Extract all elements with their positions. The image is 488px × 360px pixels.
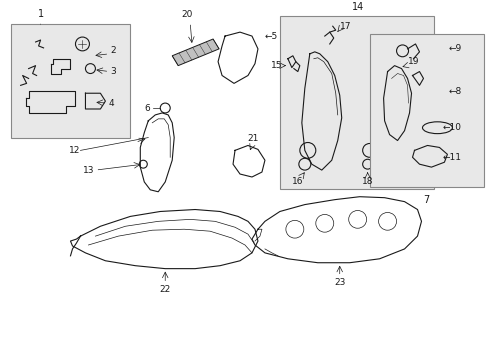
Text: ←10: ←10 <box>442 123 461 132</box>
Bar <box>11 24 130 138</box>
Text: 14: 14 <box>351 3 363 12</box>
Text: ←8: ←8 <box>447 87 461 96</box>
Text: ←5: ←5 <box>264 32 278 41</box>
Polygon shape <box>172 39 219 66</box>
Text: 20: 20 <box>181 10 192 19</box>
Text: 12: 12 <box>68 146 80 155</box>
Text: 22: 22 <box>159 285 170 294</box>
Text: 2: 2 <box>110 46 116 55</box>
Text: 6: 6 <box>144 104 150 113</box>
Text: 3: 3 <box>110 67 116 76</box>
Text: 7: 7 <box>423 195 429 205</box>
Text: 16: 16 <box>291 177 303 186</box>
Text: 17: 17 <box>339 22 350 31</box>
Text: 19: 19 <box>407 57 418 66</box>
Bar <box>369 34 483 187</box>
Text: 1: 1 <box>38 9 43 19</box>
Text: 21: 21 <box>247 134 258 143</box>
Bar <box>279 16 433 189</box>
Text: ←9: ←9 <box>447 44 461 53</box>
Text: 13: 13 <box>82 166 94 175</box>
Text: ←11: ←11 <box>442 153 461 162</box>
Text: 18: 18 <box>361 177 373 186</box>
Bar <box>387 62 399 73</box>
Text: 4: 4 <box>108 99 114 108</box>
Text: 15: 15 <box>271 61 283 70</box>
Text: 23: 23 <box>333 279 345 288</box>
